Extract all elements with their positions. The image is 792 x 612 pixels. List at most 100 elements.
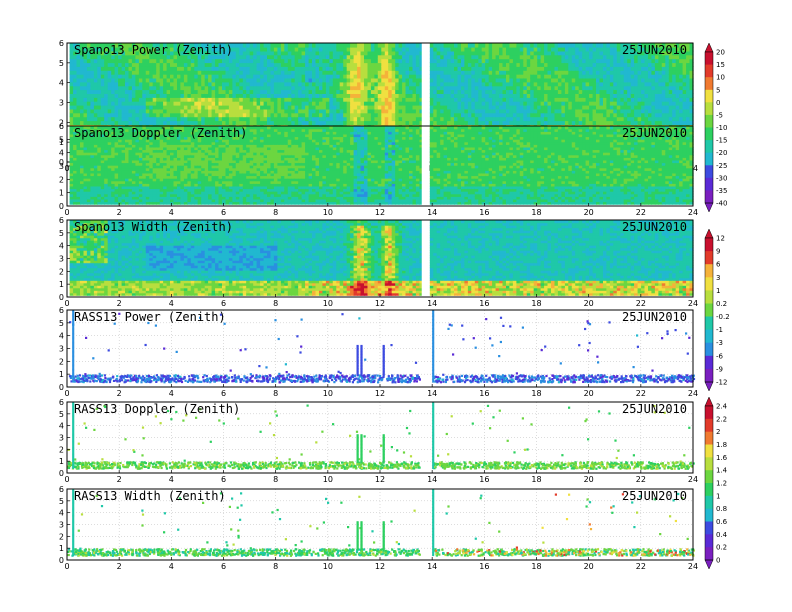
y-tick-label: 3 <box>59 434 64 443</box>
y-tick-label: 2 <box>59 445 64 454</box>
x-tick-label: 10 <box>323 299 333 308</box>
x-tick-label: 10 <box>323 389 333 398</box>
colorbar-segment <box>705 444 713 458</box>
x-tick-label: 2 <box>117 562 122 571</box>
panel-title: Spano13 Width (Zenith) <box>74 220 233 234</box>
x-tick-label: 22 <box>636 562 646 571</box>
y-tick-label: 5 <box>59 497 64 506</box>
x-tick-label: 8 <box>273 208 278 217</box>
data-gap <box>421 220 430 297</box>
x-tick-label: 24 <box>688 562 698 571</box>
y-tick-label: 1 <box>59 457 64 466</box>
x-tick-label: 18 <box>531 208 541 217</box>
colorbar-segment <box>705 177 713 191</box>
colorbar-label: 1.2 <box>716 480 727 488</box>
y-tick-label: 6 <box>59 398 64 407</box>
y-tick-label: 5 <box>59 59 64 68</box>
x-tick-label: 10 <box>323 475 333 484</box>
colorbar-label: 1.6 <box>716 454 728 462</box>
x-tick-label: 0 <box>64 208 69 217</box>
x-tick-label: 4 <box>169 562 174 571</box>
y-tick-label: 1 <box>59 189 64 198</box>
colorbar-label: 0.6 <box>716 518 728 526</box>
y-tick-label: 6 <box>59 39 64 48</box>
colorbar-segment <box>705 368 713 383</box>
x-tick-label: 6 <box>221 299 226 308</box>
colorbar-label: 1 <box>716 492 720 500</box>
y-tick-label: 0 <box>59 293 64 302</box>
x-tick-label: 6 <box>221 208 226 217</box>
x-tick-label: 14 <box>427 562 437 571</box>
x-tick-label: 6 <box>221 562 226 571</box>
colorbar-label: 6 <box>716 261 721 269</box>
panel-date: 25JUN2010 <box>622 489 687 503</box>
x-tick-label: 14 <box>427 389 437 398</box>
x-tick-label: 8 <box>273 389 278 398</box>
x-tick-label: 4 <box>169 475 174 484</box>
colorbar-label: -10 <box>716 124 727 132</box>
x-tick-label: 4 <box>169 208 174 217</box>
colorbar-label: -35 <box>716 187 727 195</box>
panel-date: 25JUN2010 <box>622 220 687 234</box>
x-tick-label: 0 <box>64 475 69 484</box>
panel-title: RASS13 Width (Zenith) <box>74 489 226 503</box>
colorbar-frame <box>704 51 714 204</box>
x-tick-label: 20 <box>584 475 594 484</box>
x-tick-label: 6 <box>221 389 226 398</box>
colorbar-segment <box>705 547 713 561</box>
colorbar-segment <box>705 114 713 128</box>
x-tick-label: 22 <box>636 299 646 308</box>
x-tick-label: 24 <box>688 208 698 217</box>
x-tick-label: 24 <box>688 299 698 308</box>
colorbar-segment <box>705 77 713 91</box>
y-tick-label: 3 <box>59 255 64 264</box>
colorbar-arrow-top <box>704 396 714 407</box>
colorbar-segment <box>705 406 713 420</box>
y-tick-label: 0 <box>59 383 64 392</box>
x-tick-label: 22 <box>636 208 646 217</box>
colorbar-label: 0 <box>716 557 720 565</box>
colorbar-label: -30 <box>716 174 727 182</box>
x-tick-label: 0 <box>64 562 69 571</box>
x-tick-label: 2 <box>117 389 122 398</box>
panel-date: 25JUN2010 <box>622 402 687 416</box>
y-tick-label: 6 <box>59 306 64 315</box>
colorbar-segment <box>705 165 713 179</box>
panel-title: RASS13 Power (Zenith) <box>74 310 226 324</box>
x-tick-label: 8 <box>273 475 278 484</box>
y-tick-label: 6 <box>59 485 64 494</box>
colorbar-segment <box>705 251 713 265</box>
colorbar-segment <box>705 316 713 331</box>
x-tick-label: 20 <box>584 562 594 571</box>
colorbar-segment <box>705 127 713 141</box>
colorbar-segment <box>705 521 713 535</box>
colorbar-segment <box>705 89 713 103</box>
x-tick-label: 0 <box>64 389 69 398</box>
colorbar-label: 5 <box>716 86 720 94</box>
y-tick-label: 4 <box>59 422 64 431</box>
colorbar-label: 0.4 <box>716 531 728 539</box>
y-tick-label: 2 <box>59 357 64 366</box>
panel-date: 25JUN2010 <box>622 310 687 324</box>
x-tick-label: 12 <box>375 299 385 308</box>
y-tick-label: 4 <box>59 332 64 341</box>
colorbar-label: 0.2 <box>716 544 727 552</box>
colorbar-label: -20 <box>716 149 727 157</box>
colorbar-label: 1.8 <box>716 441 727 449</box>
x-tick-label: 20 <box>584 389 594 398</box>
colorbar-1: 20 15 10 5 0 -5 -10 -15 -20 -25 -30 -35 -40 <box>704 42 727 213</box>
colorbar-2: 12 9 6 3 1 0.2 -0.2 -1 -3 -6 -9 -12 <box>704 228 730 392</box>
x-tick-label: 18 <box>531 389 541 398</box>
y-tick-label: 4 <box>59 149 64 158</box>
colorbar-label: 0 <box>716 99 720 107</box>
y-tick-label: 5 <box>59 319 64 328</box>
y-tick-label: 4 <box>59 509 64 518</box>
y-tick-label: 3 <box>59 345 64 354</box>
y-tick-label: 1 <box>59 544 64 553</box>
scatter-points <box>67 402 695 470</box>
